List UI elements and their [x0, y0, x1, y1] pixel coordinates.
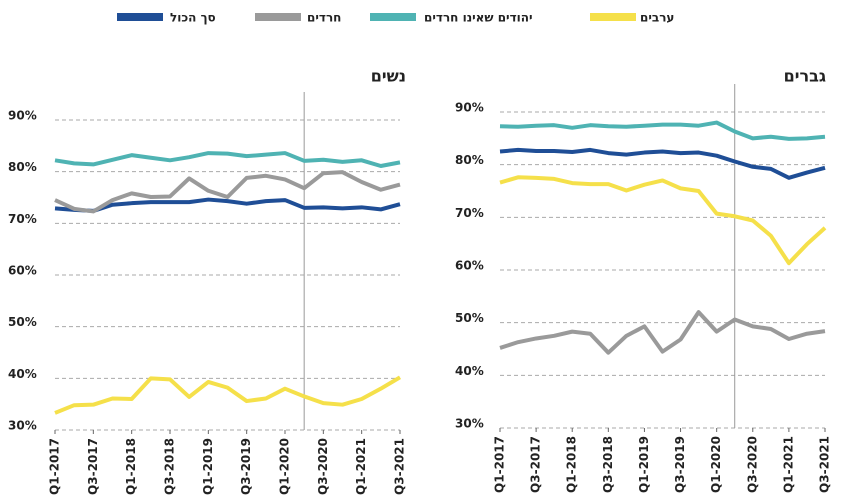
x-tick-label: Q1-2018 — [124, 438, 138, 495]
series-line — [54, 375, 402, 415]
x-tick-label: Q3-2021 — [393, 438, 407, 495]
x-tick-label: Q1-2017 — [493, 436, 507, 493]
y-tick-label: 40% — [8, 367, 37, 381]
legend-swatch — [117, 13, 163, 21]
legend-swatch — [590, 13, 636, 21]
y-tick-label: 90% — [8, 109, 37, 123]
y-tick-label: 30% — [455, 417, 484, 431]
x-tick-label: Q1-2017 — [48, 438, 62, 495]
y-tick-label: 80% — [455, 153, 484, 167]
legend-label: חרדים — [307, 11, 341, 25]
series-line — [54, 197, 401, 213]
legend-swatch — [370, 13, 416, 21]
x-tick-label: Q3-2021 — [818, 436, 832, 493]
x-tick-label: Q1-2019 — [637, 436, 651, 493]
x-tick-label: Q1-2020 — [709, 436, 723, 493]
legend-swatch — [255, 13, 301, 21]
x-tick-label: Q3-2020 — [316, 438, 330, 495]
y-tick-label: 40% — [455, 364, 484, 378]
chart-title: נשים — [371, 67, 406, 86]
chart-title: גברים — [784, 67, 826, 86]
series-line — [499, 175, 827, 266]
x-tick-label: Q1-2021 — [354, 438, 368, 495]
x-tick-label: Q3-2020 — [745, 436, 759, 493]
series-line — [54, 151, 401, 168]
y-tick-label: 90% — [455, 101, 484, 115]
y-tick-label: 50% — [455, 311, 484, 325]
y-tick-label: 60% — [455, 259, 484, 273]
y-tick-label: 30% — [8, 419, 37, 433]
x-tick-label: Q3-2019 — [673, 436, 687, 493]
x-tick-label: Q1-2018 — [565, 436, 579, 493]
x-tick-label: Q3-2018 — [601, 436, 615, 493]
y-tick-label: 70% — [455, 206, 484, 220]
y-tick-label: 80% — [8, 160, 37, 174]
x-tick-label: Q1-2020 — [278, 438, 292, 495]
y-tick-label: 60% — [8, 264, 37, 278]
series-line — [499, 147, 826, 180]
x-tick-label: Q3-2017 — [529, 436, 543, 493]
series-line — [54, 170, 401, 214]
x-tick-label: Q3-2017 — [86, 438, 100, 495]
legend-label: סך הכול — [170, 11, 216, 25]
legend-label: יהודים שאינו חרדים — [424, 11, 533, 25]
series-line — [499, 120, 826, 141]
x-tick-label: Q1-2021 — [781, 436, 795, 493]
y-tick-label: 50% — [8, 315, 37, 329]
x-tick-label: Q3-2018 — [163, 438, 177, 495]
x-tick-label: Q1-2019 — [201, 438, 215, 495]
series-line — [499, 310, 826, 355]
y-tick-label: 70% — [8, 212, 37, 226]
legend-label: ערבים — [640, 11, 674, 25]
x-tick-label: Q3-2019 — [239, 438, 253, 495]
